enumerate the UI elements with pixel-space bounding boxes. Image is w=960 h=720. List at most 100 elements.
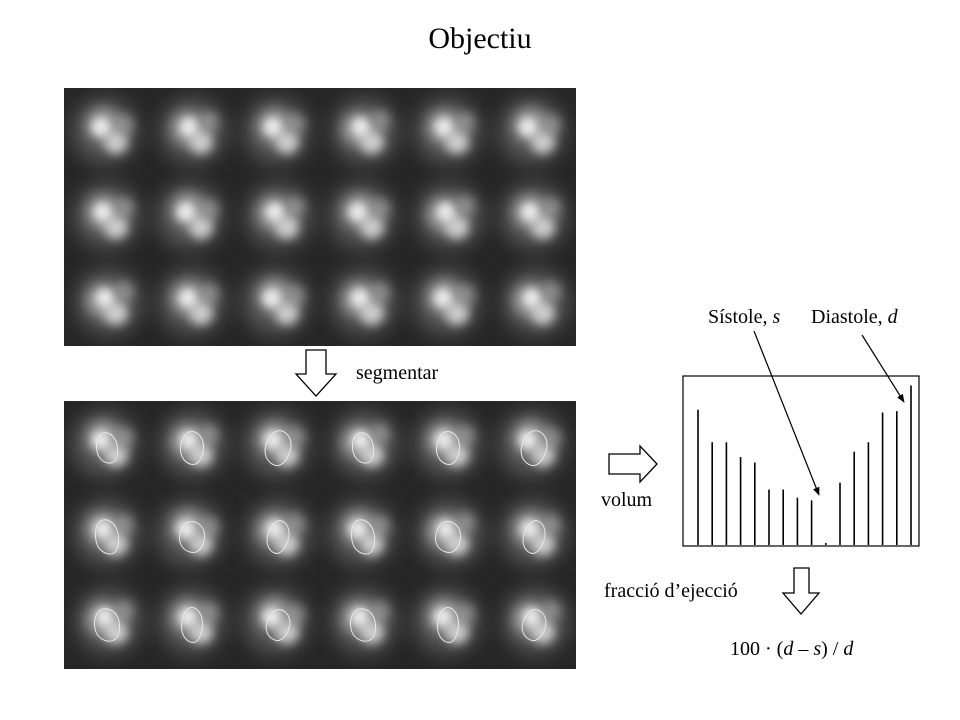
scan-blob xyxy=(92,118,110,136)
systole-pointer xyxy=(753,330,820,496)
scan-blob xyxy=(179,288,198,307)
segmentation-contour xyxy=(179,520,206,553)
ejection-fraction-formula: 100 · (d – s) / d xyxy=(730,638,854,660)
scan-blob xyxy=(540,114,561,136)
scan-blob xyxy=(350,288,369,307)
scan-blob xyxy=(455,112,476,134)
scan-blob xyxy=(263,118,282,136)
scan-frame xyxy=(149,401,235,487)
scan-blob xyxy=(265,203,284,222)
segmented-frames-panel xyxy=(64,401,576,669)
scan-frame xyxy=(235,401,321,487)
scan-blob xyxy=(284,512,305,535)
scan-blob xyxy=(351,118,370,136)
scan-blob xyxy=(94,519,112,538)
scan-blob xyxy=(114,280,134,303)
segmentation-contour xyxy=(437,607,460,644)
scan-blob xyxy=(348,519,367,538)
scan-blob xyxy=(94,203,112,222)
scan-frame xyxy=(149,173,235,259)
scan-frame xyxy=(405,88,491,174)
scan-blob xyxy=(520,203,539,222)
scan-blob xyxy=(540,197,561,220)
scan-blob xyxy=(540,600,561,623)
scan-blob xyxy=(369,198,390,221)
raw-frames-panel xyxy=(64,88,576,346)
scan-blob xyxy=(540,427,561,449)
scan-blob xyxy=(434,288,453,307)
scan-blob xyxy=(114,427,134,449)
scan-frame xyxy=(149,259,235,345)
scan-frame xyxy=(405,173,491,259)
scan-frame xyxy=(64,401,150,487)
segmentation-contour xyxy=(181,607,204,644)
volume-chart-frame xyxy=(682,375,920,547)
scan-blob xyxy=(199,111,220,133)
scan-blob xyxy=(351,431,370,449)
scan-blob xyxy=(114,114,134,136)
scan-blob xyxy=(284,196,305,219)
scan-frame xyxy=(149,490,235,576)
scan-frame xyxy=(491,578,577,664)
scan-frame xyxy=(491,401,577,487)
scan-blob xyxy=(520,519,539,538)
scan-blob xyxy=(284,604,305,627)
scan-blob xyxy=(114,197,134,220)
systole-label: Sístole, s xyxy=(708,306,781,328)
scan-blob xyxy=(455,283,476,306)
diastole-label: Diastole, d xyxy=(811,306,898,328)
scan-frame xyxy=(405,259,491,345)
scan-blob xyxy=(522,288,541,307)
scan-blob xyxy=(199,602,220,625)
scan-frame xyxy=(405,490,491,576)
scan-blob xyxy=(369,601,390,624)
segmentation-contour xyxy=(436,431,461,465)
scan-frame xyxy=(320,259,406,345)
scan-frame xyxy=(491,259,577,345)
scan-blob xyxy=(518,431,537,449)
scan-blob xyxy=(522,608,541,627)
scan-blob xyxy=(437,203,456,222)
scan-blob xyxy=(455,425,476,447)
scan-blob xyxy=(369,423,390,445)
scan-frame xyxy=(491,88,577,174)
scan-blob xyxy=(455,511,476,534)
scan-blob xyxy=(284,284,305,307)
segment-label: segmentar xyxy=(356,362,439,384)
scan-frame xyxy=(64,490,150,576)
scan-frame xyxy=(235,578,321,664)
scan-blob xyxy=(369,110,390,132)
scan-blob xyxy=(540,280,561,303)
volume-label: volum xyxy=(601,489,653,511)
scan-frame xyxy=(235,490,321,576)
scan-blob xyxy=(96,608,114,627)
scan-frame xyxy=(149,578,235,664)
scan-frame xyxy=(64,173,150,259)
scan-blob xyxy=(284,113,305,135)
segmentation-contour xyxy=(180,431,205,465)
scan-blob xyxy=(262,608,281,627)
volume-arrow-icon xyxy=(608,444,658,484)
scan-frame xyxy=(64,88,150,174)
scan-blob xyxy=(540,513,561,536)
scan-frame xyxy=(491,173,577,259)
scan-blob xyxy=(199,282,220,305)
scan-frame xyxy=(491,490,577,576)
scan-frame xyxy=(320,490,406,576)
page-title: Objectiu xyxy=(428,22,532,55)
scan-frame xyxy=(320,173,406,259)
scan-frame xyxy=(235,173,321,259)
scan-blob xyxy=(199,424,220,446)
scan-frame xyxy=(64,578,150,664)
scan-frame xyxy=(320,401,406,487)
segmentation-contour xyxy=(435,520,462,553)
ejection-arrow-icon xyxy=(781,567,821,615)
scan-frame xyxy=(320,578,406,664)
scan-frame xyxy=(320,88,406,174)
scan-blob xyxy=(435,118,454,136)
segment-arrow-icon xyxy=(294,349,338,397)
scan-frame xyxy=(405,578,491,664)
scan-blob xyxy=(369,281,390,304)
scan-blob xyxy=(177,203,196,222)
